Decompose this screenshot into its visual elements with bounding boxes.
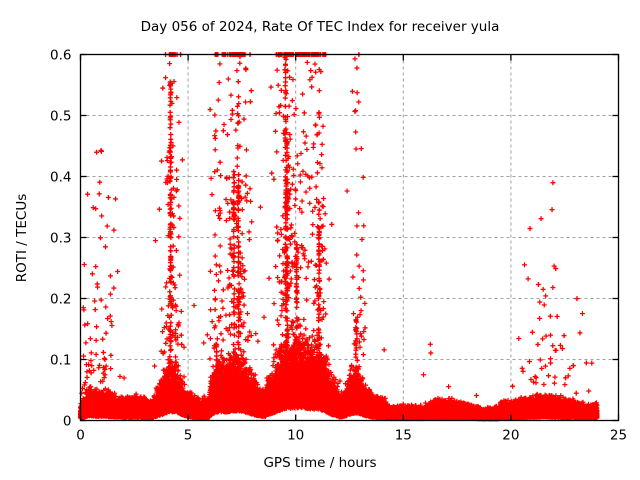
data-points bbox=[78, 52, 599, 421]
